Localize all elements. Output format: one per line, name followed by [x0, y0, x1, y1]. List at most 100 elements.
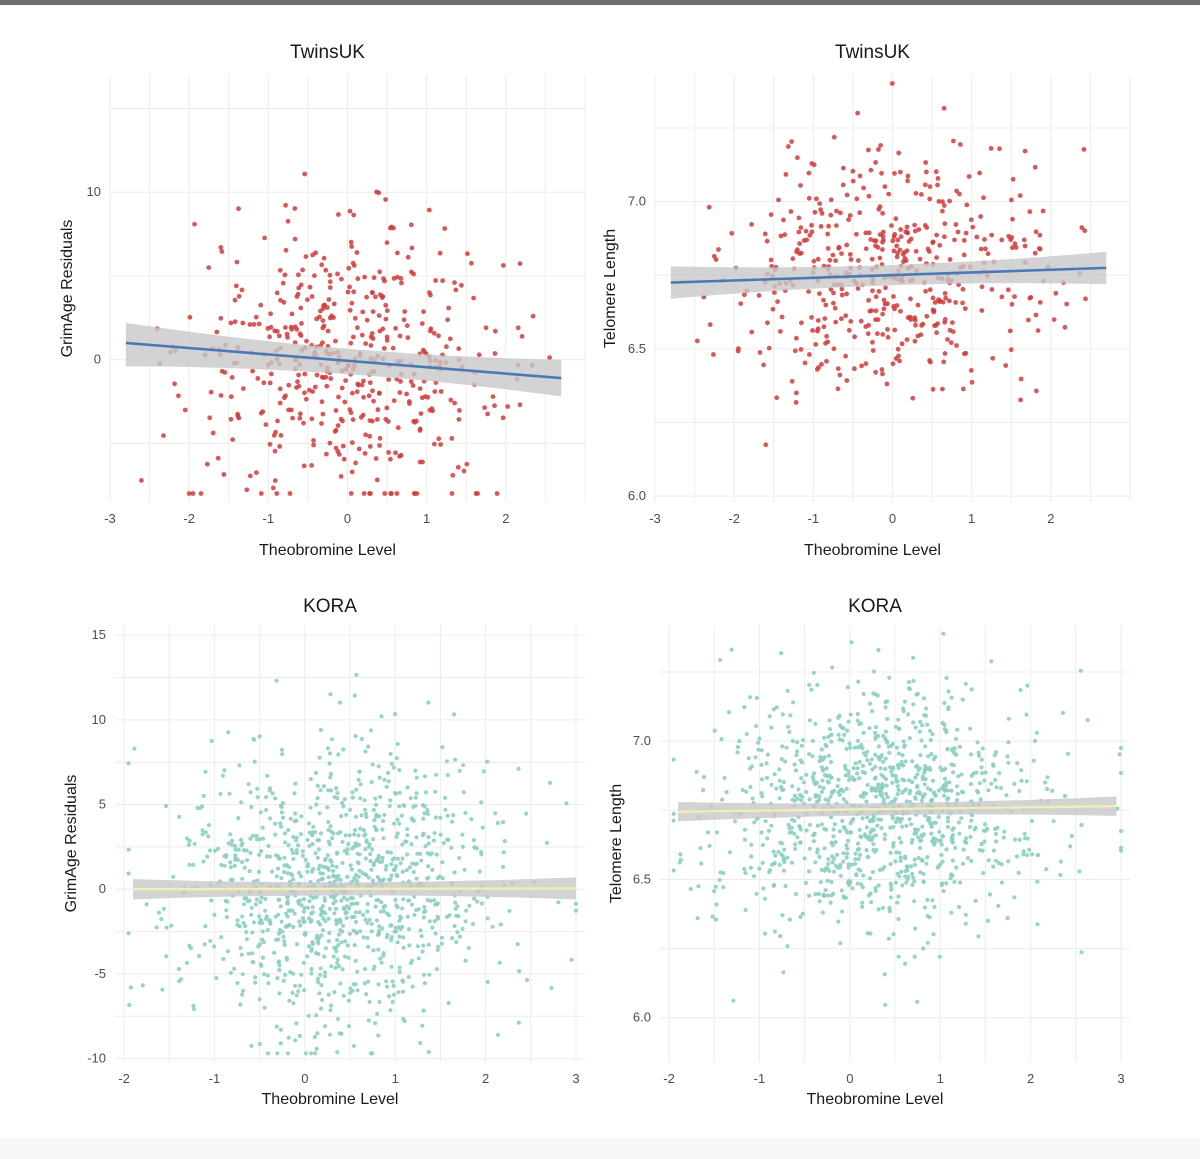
data-point — [1019, 778, 1024, 783]
data-point — [240, 876, 245, 881]
data-point — [270, 791, 275, 796]
data-point — [303, 932, 308, 937]
data-point — [815, 318, 821, 323]
data-point — [754, 891, 759, 896]
data-point — [257, 914, 262, 919]
data-point — [929, 798, 934, 803]
data-point — [911, 678, 916, 684]
data-point — [435, 947, 440, 953]
data-point — [319, 399, 325, 405]
data-point — [219, 249, 225, 254]
data-point — [277, 959, 282, 964]
data-point — [742, 837, 748, 842]
data-point — [978, 214, 983, 219]
data-point — [918, 870, 923, 875]
data-point — [806, 289, 811, 294]
data-point — [277, 400, 283, 406]
data-point — [280, 752, 285, 757]
data-point — [427, 407, 433, 413]
data-point — [847, 213, 853, 218]
data-point — [376, 898, 381, 903]
data-point — [975, 740, 980, 745]
data-point — [519, 334, 525, 339]
data-point — [338, 877, 343, 883]
data-point — [855, 110, 860, 116]
data-point — [1058, 872, 1063, 878]
data-point — [382, 491, 388, 496]
data-point — [312, 273, 317, 279]
data-point — [128, 985, 133, 990]
data-point — [882, 832, 888, 837]
data-point — [836, 244, 842, 250]
regression-line — [125, 341, 562, 380]
data-point — [498, 922, 503, 927]
data-point — [848, 880, 853, 885]
data-point — [300, 853, 305, 859]
data-point — [829, 879, 834, 885]
data-point — [671, 811, 676, 817]
data-point — [999, 294, 1005, 300]
data-point — [309, 463, 314, 468]
data-point — [394, 491, 400, 496]
data-point — [721, 870, 726, 876]
data-point — [400, 906, 405, 911]
data-point — [935, 182, 940, 188]
data-point — [940, 386, 945, 392]
data-point — [404, 391, 409, 397]
data-point — [890, 238, 896, 244]
data-point — [838, 210, 843, 216]
data-point — [395, 831, 400, 836]
data-point — [789, 825, 794, 830]
data-point — [410, 383, 416, 388]
data-point — [226, 730, 231, 735]
data-point — [361, 935, 366, 940]
data-point — [782, 859, 787, 865]
data-point — [236, 847, 241, 852]
data-point — [126, 761, 131, 766]
y-tick-label: 6.0 — [633, 1010, 651, 1025]
data-point — [340, 839, 345, 845]
data-point — [735, 744, 741, 750]
data-point — [426, 841, 431, 846]
data-point — [782, 232, 788, 238]
data-point — [490, 394, 496, 399]
data-point — [232, 966, 237, 971]
data-point — [282, 863, 287, 868]
data-point — [818, 224, 824, 229]
data-point — [825, 878, 830, 883]
data-point — [296, 272, 301, 278]
data-point — [869, 709, 875, 714]
data-point — [863, 246, 869, 252]
data-point — [861, 185, 866, 191]
x-tick-label: -3 — [104, 511, 116, 526]
data-point — [277, 267, 283, 273]
y-tick-label: 10 — [87, 184, 101, 199]
data-point — [359, 382, 365, 388]
data-point — [384, 784, 389, 789]
data-point — [943, 295, 949, 301]
data-point — [883, 756, 888, 761]
data-point — [803, 228, 809, 234]
data-point — [921, 879, 926, 885]
data-point — [432, 919, 437, 924]
data-point — [335, 796, 340, 801]
data-point — [479, 800, 484, 805]
data-point — [671, 868, 676, 873]
data-point — [344, 812, 349, 818]
data-point — [944, 881, 949, 886]
data-point — [469, 260, 474, 266]
data-point — [760, 843, 765, 848]
data-point — [1005, 916, 1010, 921]
data-point — [877, 757, 882, 762]
data-point — [983, 246, 988, 252]
data-point — [318, 966, 323, 971]
data-point — [297, 983, 302, 988]
data-point — [794, 335, 799, 341]
data-point — [286, 843, 291, 848]
data-point — [386, 994, 392, 999]
data-point — [801, 780, 806, 785]
data-point — [455, 904, 460, 909]
data-point — [366, 979, 371, 984]
data-point — [395, 425, 401, 431]
data-point — [446, 305, 451, 311]
